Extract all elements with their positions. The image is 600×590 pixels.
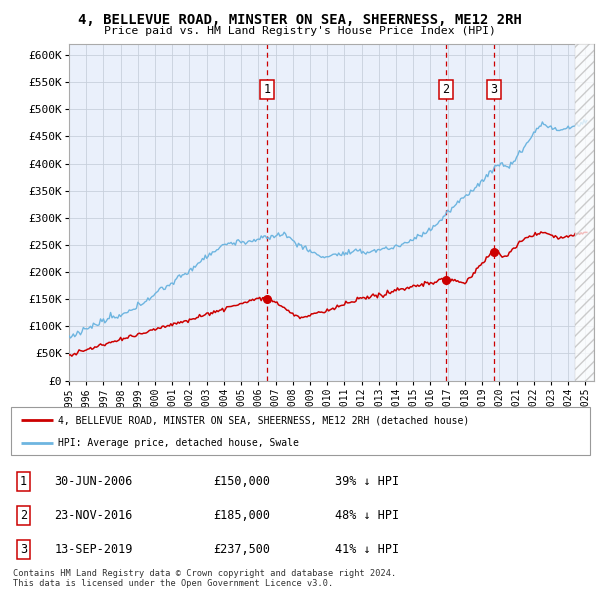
Text: 3: 3 [491, 83, 498, 96]
Text: HPI: Average price, detached house, Swale: HPI: Average price, detached house, Swal… [58, 438, 299, 448]
Text: 3: 3 [20, 543, 27, 556]
Text: 4, BELLEVUE ROAD, MINSTER ON SEA, SHEERNESS, ME12 2RH (detached house): 4, BELLEVUE ROAD, MINSTER ON SEA, SHEERN… [58, 415, 470, 425]
FancyBboxPatch shape [11, 407, 590, 455]
Text: £150,000: £150,000 [214, 475, 271, 488]
Text: 30-JUN-2006: 30-JUN-2006 [54, 475, 133, 488]
Text: 41% ↓ HPI: 41% ↓ HPI [335, 543, 400, 556]
Text: £237,500: £237,500 [214, 543, 271, 556]
Text: £185,000: £185,000 [214, 509, 271, 522]
Text: 48% ↓ HPI: 48% ↓ HPI [335, 509, 400, 522]
Text: Price paid vs. HM Land Registry's House Price Index (HPI): Price paid vs. HM Land Registry's House … [104, 26, 496, 36]
Text: 1: 1 [263, 83, 271, 96]
Text: 39% ↓ HPI: 39% ↓ HPI [335, 475, 400, 488]
Text: 4, BELLEVUE ROAD, MINSTER ON SEA, SHEERNESS, ME12 2RH: 4, BELLEVUE ROAD, MINSTER ON SEA, SHEERN… [78, 13, 522, 27]
Text: 2: 2 [442, 83, 449, 96]
Text: 13-SEP-2019: 13-SEP-2019 [54, 543, 133, 556]
Text: 2: 2 [20, 509, 27, 522]
Text: 23-NOV-2016: 23-NOV-2016 [54, 509, 133, 522]
Text: 1: 1 [20, 475, 27, 488]
Polygon shape [575, 44, 594, 381]
Text: Contains HM Land Registry data © Crown copyright and database right 2024.
This d: Contains HM Land Registry data © Crown c… [13, 569, 397, 588]
